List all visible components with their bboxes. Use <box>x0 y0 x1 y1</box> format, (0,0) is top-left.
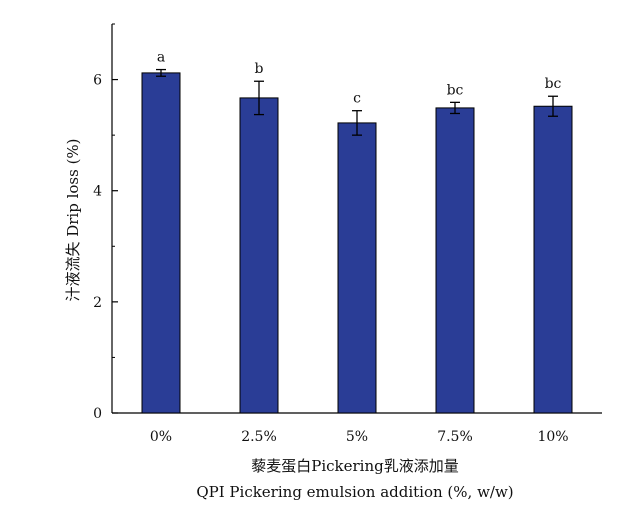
bars-group <box>141 72 573 414</box>
bar <box>533 105 573 414</box>
x-tick-label: 7.5% <box>437 429 473 445</box>
bar <box>239 97 279 414</box>
y-axis-title: 汁液流失 Drip loss (%) <box>64 138 82 301</box>
significance-label: b <box>255 61 264 77</box>
y-tick-label: 0 <box>93 406 102 422</box>
error-bars-group <box>156 68 558 136</box>
significance-label: bc <box>545 76 562 92</box>
y-tick-label: 6 <box>93 73 102 89</box>
x-tick-label: 2.5% <box>241 429 277 445</box>
significance-label: a <box>157 50 165 66</box>
bar <box>435 107 475 414</box>
significance-label: c <box>353 91 361 107</box>
labels-group: a 0% b 2.5% c 5% bc 7.5% bc 10% <box>150 50 569 445</box>
significance-label: bc <box>447 82 464 98</box>
x-tick-label: 0% <box>150 429 172 445</box>
x-axis-title-english: QPI Pickering emulsion addition (%, w/w) <box>196 483 513 501</box>
bar <box>141 72 181 414</box>
y-tick-label: 2 <box>93 295 102 311</box>
x-axis-title-chinese: 藜麦蛋白Pickering乳液添加量 <box>251 457 459 475</box>
y-tick-label: 4 <box>93 184 102 200</box>
axes-group: 0 2 4 6 <box>93 23 602 422</box>
x-tick-label: 5% <box>346 429 368 445</box>
bar <box>337 122 377 414</box>
x-tick-label: 10% <box>537 429 568 445</box>
